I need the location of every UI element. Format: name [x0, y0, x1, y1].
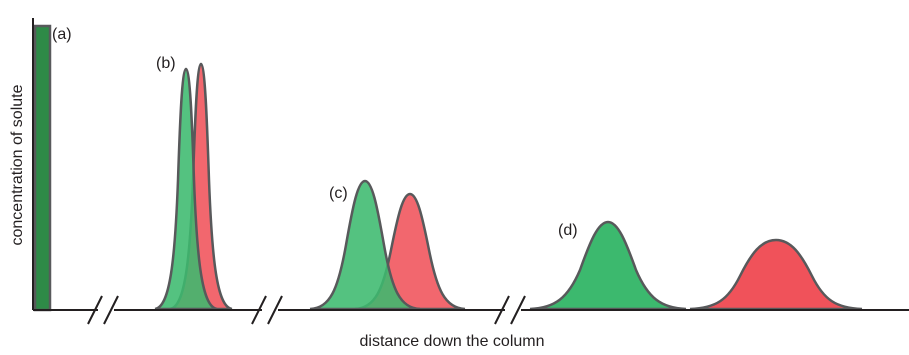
peak-d-green — [529, 220, 687, 311]
peak-c-green — [309, 179, 421, 311]
axis-break-2 — [251, 295, 283, 325]
x-axis-label: distance down the column — [360, 333, 545, 350]
peak-b-green — [154, 67, 218, 311]
label-a: (a) — [52, 26, 72, 43]
y-axis-label: concentration of solute — [9, 84, 26, 245]
axis-break-3 — [494, 295, 526, 325]
label-d: (d) — [558, 222, 578, 239]
label-b: (b) — [156, 55, 176, 72]
label-c: (c) — [329, 185, 348, 202]
band-a — [33, 24, 52, 312]
axis-break-1 — [87, 295, 119, 325]
peak-d-red — [689, 238, 863, 311]
